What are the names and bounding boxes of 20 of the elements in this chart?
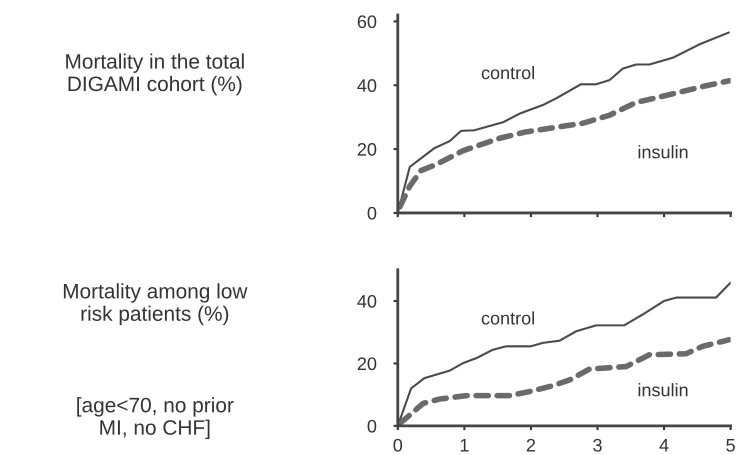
x-tick-label: 3 [593,438,602,452]
y-axis-title: Mortality in the total DIGAMI cohort (%) [66,53,244,96]
series-label: control [482,66,534,80]
y-tick-label: 20 [358,143,376,156]
y-tick-label: 60 [358,15,376,28]
x-tick-label: 2 [526,438,536,452]
series-label: insulin [638,383,688,396]
y-tick-label: 0 [368,206,376,220]
y-tick-label: 40 [357,79,376,92]
x-tick-label: 1 [460,439,468,452]
x-tick-label: 5 [726,439,735,452]
y-axis-title: Mortality among low risk patients (%) [64,283,248,326]
y-tick-label: 20 [358,357,376,370]
text: insulin [638,145,688,158]
y-tick-label: 40 [357,294,376,308]
x-tick-label: 4 [659,439,669,452]
text: [age<70, no prior MI, no CHF] [77,397,234,440]
y-tick-label: 0 [368,420,376,433]
series-label: control [482,311,534,325]
x-tick-label: 0 [393,438,402,452]
